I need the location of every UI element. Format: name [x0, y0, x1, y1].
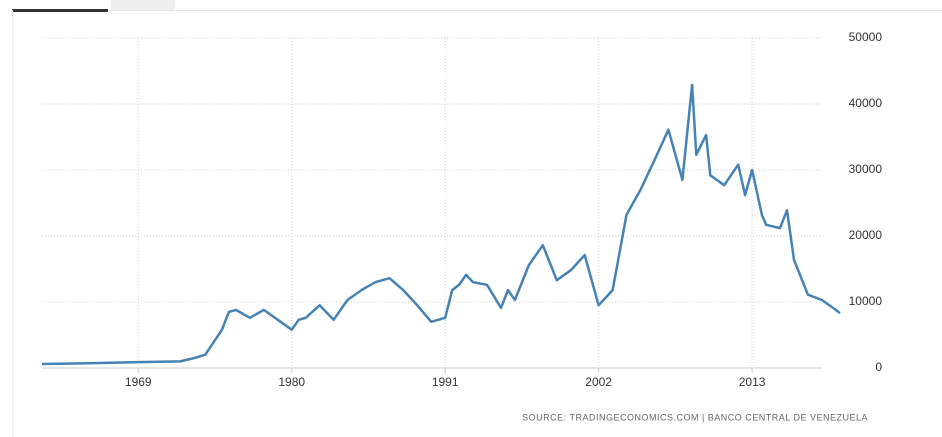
tab[interactable] [12, 0, 108, 11]
tab-underline [12, 9, 108, 12]
source: SOURCE: TRADINGECONOMICS.COM | BANCO CEN… [522, 412, 868, 422]
y-tick-label: 10000 [849, 294, 883, 308]
x-tick-label: 1991 [432, 375, 459, 389]
tab[interactable] [111, 0, 175, 10]
y-tick-label: 40000 [849, 96, 883, 110]
y-tick-label: 0 [875, 360, 882, 374]
line [41, 83, 841, 366]
y-tick-label: 50000 [849, 30, 883, 44]
x-tick-label: 1969 [125, 375, 152, 389]
x-tick-label: 2013 [739, 375, 766, 389]
y-tick-label: 20000 [849, 228, 883, 242]
x-tick-label: 2002 [585, 375, 612, 389]
y-tick-label: 30000 [849, 162, 883, 176]
x-tick-label: 1980 [278, 375, 305, 389]
